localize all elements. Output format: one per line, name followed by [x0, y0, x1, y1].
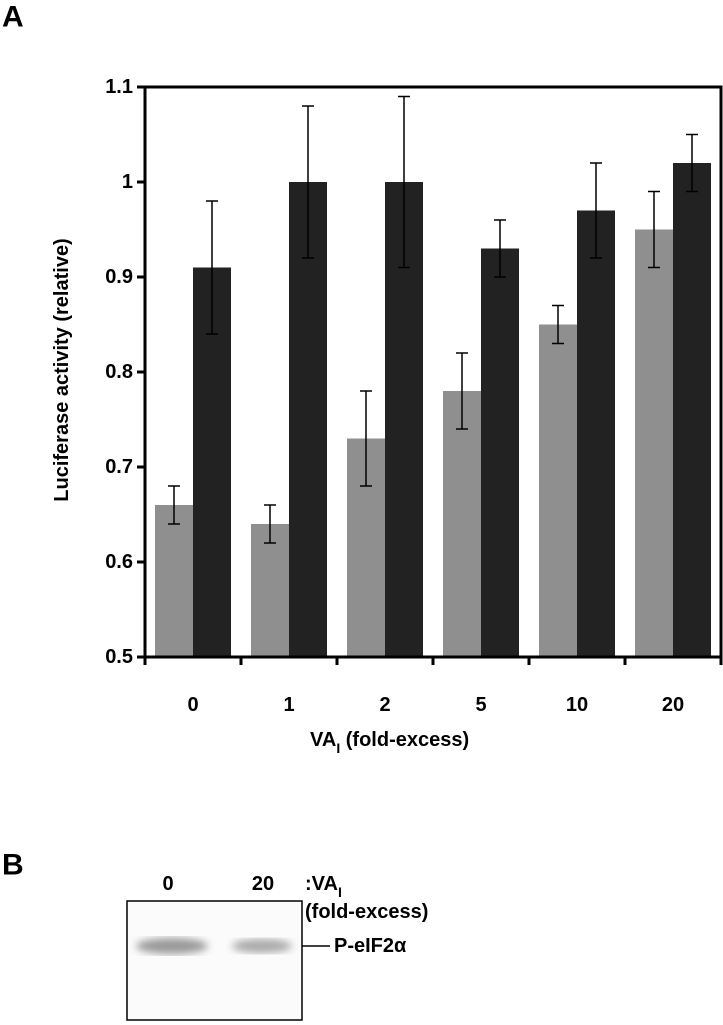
- blot-header: (fold-excess): [305, 901, 428, 923]
- error-bar: [648, 190, 660, 269]
- error-bar: [206, 200, 218, 335]
- blot-header: :VAI: [305, 873, 342, 900]
- band-label: P-eIF2α: [334, 935, 407, 957]
- y-tick-label: 0.6: [105, 551, 133, 573]
- bar: [155, 505, 193, 657]
- panel-label: A: [2, 1, 24, 34]
- bar: [481, 248, 519, 657]
- bar: [635, 229, 673, 657]
- blot-image: [126, 900, 303, 1021]
- error-bar: [456, 352, 468, 430]
- header-main: :VA: [305, 873, 338, 895]
- x-label-sub: I: [336, 740, 340, 756]
- y-tick-label: 1.1: [105, 76, 133, 98]
- bar: [577, 210, 615, 657]
- x-axis-label: VAI (fold-excess): [310, 729, 469, 756]
- bar: [673, 163, 711, 657]
- x-label-main: VA: [310, 729, 336, 751]
- x-tick-label: 0: [187, 694, 198, 716]
- error-bar: [168, 485, 180, 525]
- x-tick-label: 20: [662, 694, 684, 716]
- y-axis-label: Luciferase activity (relative): [51, 238, 73, 501]
- bar: [289, 182, 327, 657]
- y-tick-label: 0.8: [105, 361, 133, 383]
- y-tick-label: 1: [122, 171, 133, 193]
- error-bar: [264, 504, 276, 544]
- error-bar: [360, 390, 372, 487]
- x-tick-label: 2: [379, 694, 390, 716]
- lane-label: 0: [162, 873, 173, 895]
- y-tick-label: 0.7: [105, 456, 133, 478]
- lane-label: 20: [252, 873, 274, 895]
- x-tick-label: 1: [283, 694, 294, 716]
- x-tick-label: 5: [475, 694, 486, 716]
- x-label-rest: (fold-excess): [340, 729, 469, 751]
- y-tick-label: 0.9: [105, 266, 133, 288]
- error-bar: [590, 162, 602, 259]
- bar: [443, 391, 481, 657]
- plot-frame: [143, 85, 723, 659]
- bar: [251, 524, 289, 657]
- panel-label: B: [2, 849, 24, 882]
- header-sub: I: [338, 884, 342, 900]
- bar: [539, 324, 577, 657]
- band: [136, 938, 208, 954]
- error-bar: [398, 95, 410, 269]
- band: [232, 939, 292, 953]
- error-bar: [302, 105, 314, 259]
- error-bar: [494, 219, 506, 278]
- error-bar: [552, 304, 564, 345]
- error-bar: [686, 133, 698, 193]
- x-tick-label: 10: [566, 694, 588, 716]
- y-tick-label: 0.5: [105, 646, 133, 668]
